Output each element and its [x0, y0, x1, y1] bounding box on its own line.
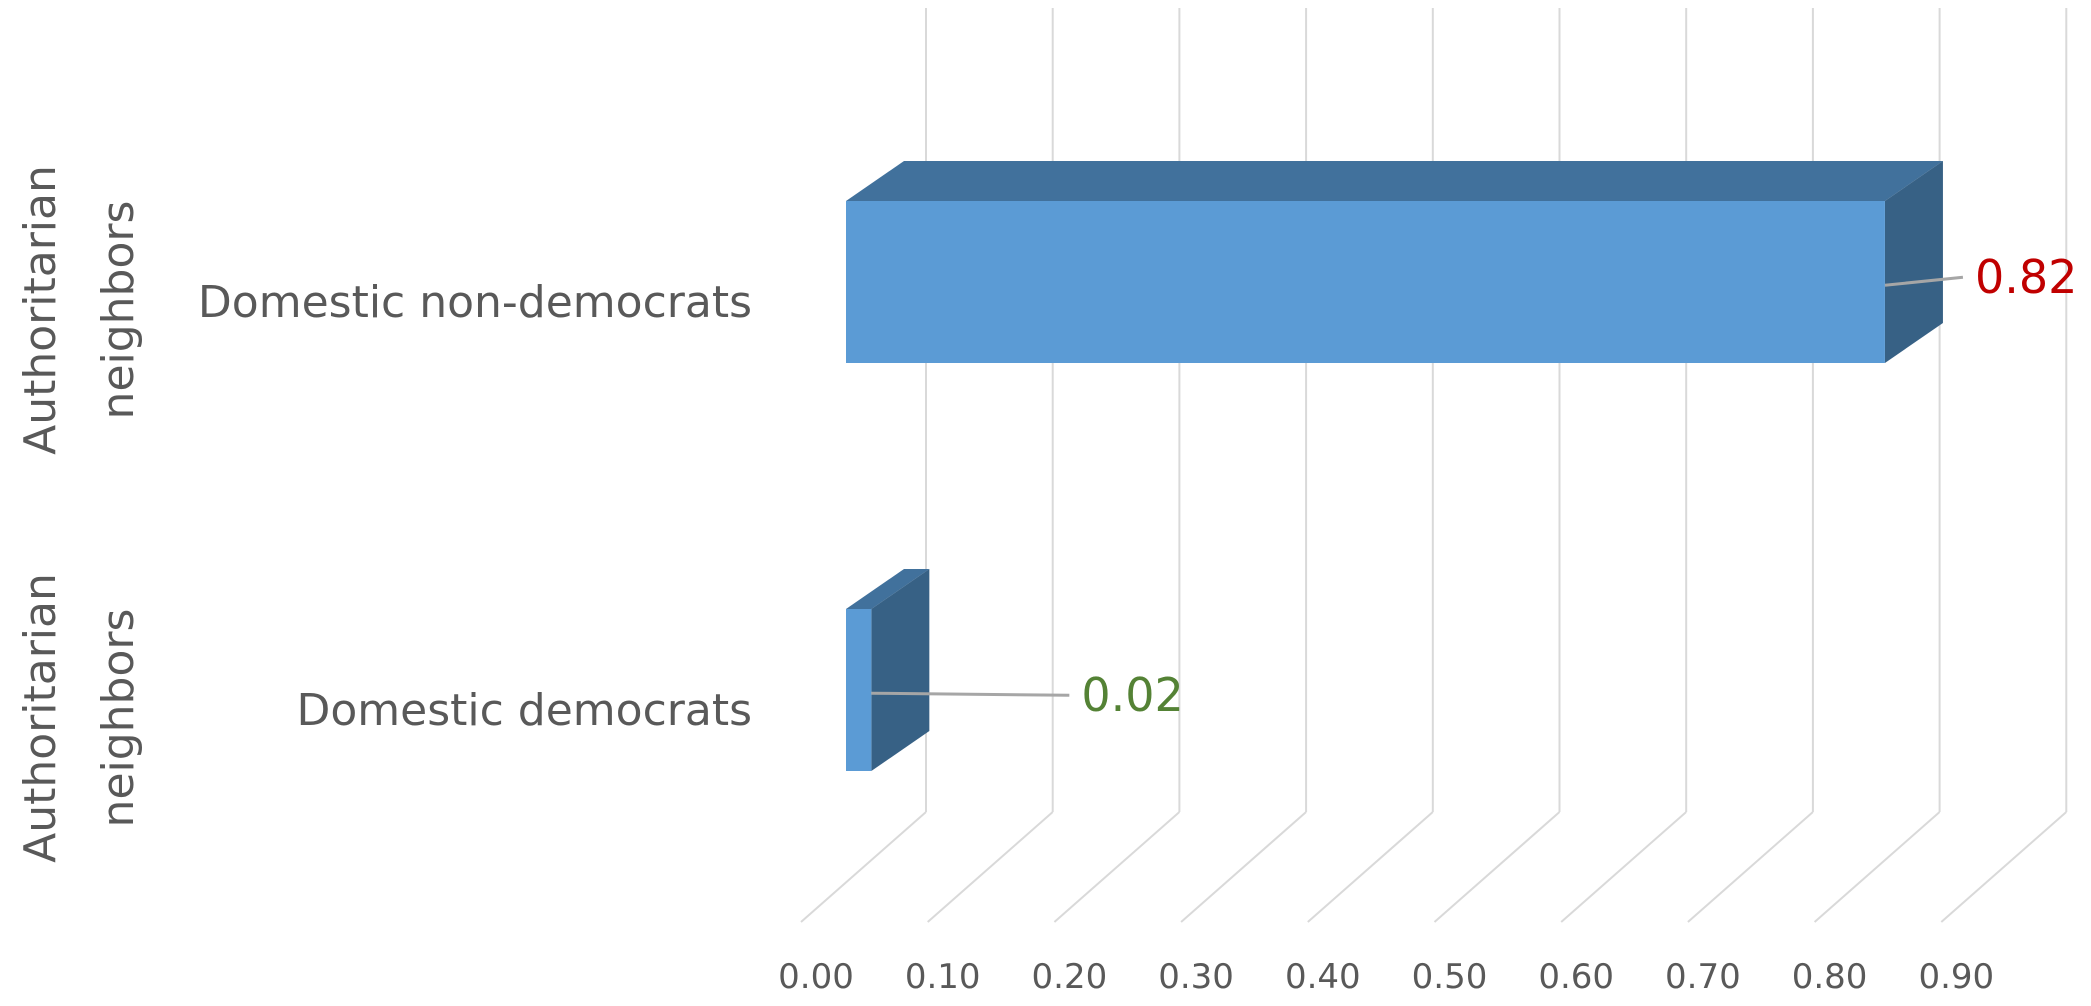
bar-side-face: [1884, 161, 1943, 363]
category-label: Domestic non-democrats: [198, 277, 752, 328]
x-tick-label: 0.50: [1412, 957, 1488, 997]
bar-side-face: [871, 569, 930, 771]
floor-gridline: [1307, 811, 1434, 923]
x-tick-label: 0.40: [1285, 957, 1361, 997]
x-tick-label: 0.20: [1032, 957, 1108, 997]
bars: [846, 161, 1943, 771]
floor-gridline: [1940, 811, 2067, 923]
data-label-leader: [1884, 275, 1964, 287]
floor-gridline: [1053, 811, 1181, 923]
data-label-leader: [871, 691, 1070, 697]
floor-gridline: [1433, 811, 1561, 923]
data-label: 0.82: [1975, 250, 2077, 304]
gridlines: [800, 8, 2068, 923]
bar-top-face: [846, 569, 930, 609]
bar: [846, 201, 1885, 363]
floor-gridline: [1813, 811, 1941, 923]
x-tick-label: 0.80: [1792, 957, 1868, 997]
floor-gridline: [1560, 811, 1687, 923]
x-tick-label: 0.10: [905, 957, 981, 997]
x-tick-label: 0.70: [1665, 957, 1741, 997]
floor-gridline: [927, 811, 1054, 923]
labels: 0.00 0.10 0.20 0.30 0.40 0.50 0.60 0.70 0.80 0.90…: [15, 165, 2077, 997]
x-tick-label: 0.00: [778, 957, 854, 997]
data-label: 0.02: [1081, 668, 1183, 722]
floor-gridline: [1180, 811, 1307, 923]
x-tick-label: 0.60: [1538, 957, 1614, 997]
bar: [846, 609, 872, 771]
group-label: Authoritarian neighbors: [15, 165, 144, 455]
bar-top-face: [846, 161, 1943, 201]
x-tick-label: 0.30: [1158, 957, 1234, 997]
floor-gridline: [1687, 811, 1814, 923]
x-tick-label: 0.90: [1918, 957, 1994, 997]
floor-gridline: [800, 811, 927, 923]
group-label: Authoritarian neighbors: [15, 573, 144, 863]
category-label: Domestic democrats: [296, 685, 752, 736]
